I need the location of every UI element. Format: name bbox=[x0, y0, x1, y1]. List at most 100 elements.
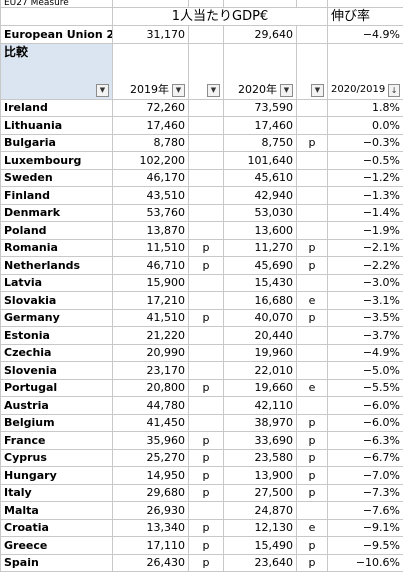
growth-cell[interactable]: −7.3% bbox=[328, 484, 403, 502]
flag-2020-cell[interactable]: p bbox=[297, 257, 328, 275]
country-cell[interactable]: Ireland bbox=[1, 99, 113, 117]
value-2020-cell[interactable]: 23,640 bbox=[224, 554, 297, 572]
growth-cell[interactable]: −4.9% bbox=[328, 344, 403, 362]
filter-dropdown-icon[interactable]: ▼ bbox=[172, 84, 185, 97]
flag-2020-cell[interactable]: p bbox=[297, 467, 328, 485]
value-2019-cell[interactable]: 8,780 bbox=[113, 134, 189, 152]
flag-2019-cell[interactable]: p bbox=[189, 467, 224, 485]
value-2020-cell[interactable]: 42,110 bbox=[224, 397, 297, 415]
country-cell[interactable]: Romania bbox=[1, 239, 113, 257]
value-2019-cell[interactable]: 21,220 bbox=[113, 327, 189, 345]
flag-2019-cell[interactable] bbox=[189, 274, 224, 292]
flag-2019-cell[interactable]: p bbox=[189, 554, 224, 572]
flag-2020-cell[interactable] bbox=[297, 222, 328, 240]
flag-2020-cell[interactable]: e bbox=[297, 379, 328, 397]
country-cell[interactable]: Finland bbox=[1, 187, 113, 205]
growth-cell[interactable]: −7.0% bbox=[328, 467, 403, 485]
flag-2020-cell[interactable] bbox=[297, 397, 328, 415]
country-cell[interactable]: Latvia bbox=[1, 274, 113, 292]
year-2020-header-cell[interactable]: 2020年▼ bbox=[224, 43, 297, 99]
flag-2020-cell[interactable]: p bbox=[297, 414, 328, 432]
flag-2020-header-cell[interactable]: ▼ bbox=[297, 43, 328, 99]
growth-cell[interactable]: −6.0% bbox=[328, 414, 403, 432]
value-2019-cell[interactable]: 15,900 bbox=[113, 274, 189, 292]
value-2020-cell[interactable]: 73,590 bbox=[224, 99, 297, 117]
value-2020-cell[interactable]: 15,490 bbox=[224, 537, 297, 555]
value-2020-cell[interactable]: 15,430 bbox=[224, 274, 297, 292]
country-cell[interactable]: Slovakia bbox=[1, 292, 113, 310]
country-cell[interactable]: Netherlands bbox=[1, 257, 113, 275]
value-2020-cell[interactable]: 40,070 bbox=[224, 309, 297, 327]
country-cell[interactable]: Poland bbox=[1, 222, 113, 240]
flag-2019-cell[interactable] bbox=[189, 222, 224, 240]
flag-2020-cell[interactable]: e bbox=[297, 519, 328, 537]
value-2020-cell[interactable]: 13,900 bbox=[224, 467, 297, 485]
growth-cell[interactable]: −0.3% bbox=[328, 134, 403, 152]
value-2019-cell[interactable]: 35,960 bbox=[113, 432, 189, 450]
flag-2019-cell[interactable] bbox=[189, 397, 224, 415]
flag-2019-cell[interactable] bbox=[189, 204, 224, 222]
filter-dropdown-icon[interactable]: ▼ bbox=[280, 84, 293, 97]
country-cell[interactable]: France bbox=[1, 432, 113, 450]
value-2020-cell[interactable]: 45,690 bbox=[224, 257, 297, 275]
country-cell[interactable]: European Union 27 bbox=[1, 25, 113, 43]
growth-cell[interactable]: −1.9% bbox=[328, 222, 403, 240]
value-2020-cell[interactable]: 12,130 bbox=[224, 519, 297, 537]
value-2020-cell[interactable]: 27,500 bbox=[224, 484, 297, 502]
flag-2020-cell[interactable]: e bbox=[297, 292, 328, 310]
flag-2019-cell[interactable] bbox=[189, 292, 224, 310]
country-cell[interactable]: Estonia bbox=[1, 327, 113, 345]
growth-cell[interactable]: −2.2% bbox=[328, 257, 403, 275]
value-2020-cell[interactable]: 19,660 bbox=[224, 379, 297, 397]
value-2019-cell[interactable]: 26,430 bbox=[113, 554, 189, 572]
value-2019-cell[interactable]: 17,110 bbox=[113, 537, 189, 555]
value-2019-cell[interactable]: 72,260 bbox=[113, 99, 189, 117]
value-2020-cell[interactable]: 29,640 bbox=[224, 25, 297, 43]
value-2020-cell[interactable]: 16,680 bbox=[224, 292, 297, 310]
flag-2019-cell[interactable]: p bbox=[189, 309, 224, 327]
flag-2019-cell[interactable] bbox=[189, 502, 224, 520]
value-2020-cell[interactable]: 53,030 bbox=[224, 204, 297, 222]
country-cell[interactable]: Spain bbox=[1, 554, 113, 572]
value-2020-cell[interactable]: 8,750 bbox=[224, 134, 297, 152]
country-cell[interactable]: Portugal bbox=[1, 379, 113, 397]
country-cell[interactable]: Greece bbox=[1, 537, 113, 555]
country-cell[interactable]: Cyprus bbox=[1, 449, 113, 467]
filter-dropdown-icon[interactable]: ▼ bbox=[96, 84, 109, 97]
flag-2020-cell[interactable] bbox=[297, 327, 328, 345]
flag-2019-cell[interactable] bbox=[189, 327, 224, 345]
value-2019-cell[interactable]: 17,460 bbox=[113, 117, 189, 135]
value-2019-cell[interactable]: 23,170 bbox=[113, 362, 189, 380]
value-2020-cell[interactable]: 19,960 bbox=[224, 344, 297, 362]
growth-cell[interactable]: −1.3% bbox=[328, 187, 403, 205]
filter-dropdown-icon[interactable]: ▼ bbox=[207, 84, 220, 97]
value-2020-cell[interactable]: 23,580 bbox=[224, 449, 297, 467]
flag-2019-cell[interactable] bbox=[189, 152, 224, 170]
year-2019-header-cell[interactable]: 2019年▼ bbox=[113, 43, 189, 99]
value-2019-cell[interactable]: 13,340 bbox=[113, 519, 189, 537]
value-2020-cell[interactable]: 20,440 bbox=[224, 327, 297, 345]
country-cell[interactable]: Slovenia bbox=[1, 362, 113, 380]
growth-cell[interactable]: −3.5% bbox=[328, 309, 403, 327]
title-cell[interactable]: 1人当たりGDP€ bbox=[113, 8, 328, 26]
value-2019-cell[interactable]: 13,870 bbox=[113, 222, 189, 240]
country-cell[interactable]: Luxembourg bbox=[1, 152, 113, 170]
flag-2020-cell[interactable]: p bbox=[297, 554, 328, 572]
growth-cell[interactable]: −4.9% bbox=[328, 25, 403, 43]
flag-2019-cell[interactable]: p bbox=[189, 239, 224, 257]
flag-2019-cell[interactable] bbox=[189, 169, 224, 187]
growth-cell[interactable]: −6.3% bbox=[328, 432, 403, 450]
value-2019-cell[interactable]: 25,270 bbox=[113, 449, 189, 467]
flag-2019-cell[interactable]: p bbox=[189, 484, 224, 502]
flag-2020-cell[interactable] bbox=[297, 274, 328, 292]
growth-cell[interactable]: −3.7% bbox=[328, 327, 403, 345]
flag-2020-cell[interactable]: p bbox=[297, 432, 328, 450]
value-2020-cell[interactable]: 33,690 bbox=[224, 432, 297, 450]
flag-2019-cell[interactable]: p bbox=[189, 519, 224, 537]
flag-2020-cell[interactable] bbox=[297, 187, 328, 205]
growth-cell[interactable]: −3.1% bbox=[328, 292, 403, 310]
value-2020-cell[interactable]: 13,600 bbox=[224, 222, 297, 240]
growth-cell[interactable]: −10.6% bbox=[328, 554, 403, 572]
value-2019-cell[interactable]: 11,510 bbox=[113, 239, 189, 257]
flag-2019-cell[interactable]: p bbox=[189, 257, 224, 275]
